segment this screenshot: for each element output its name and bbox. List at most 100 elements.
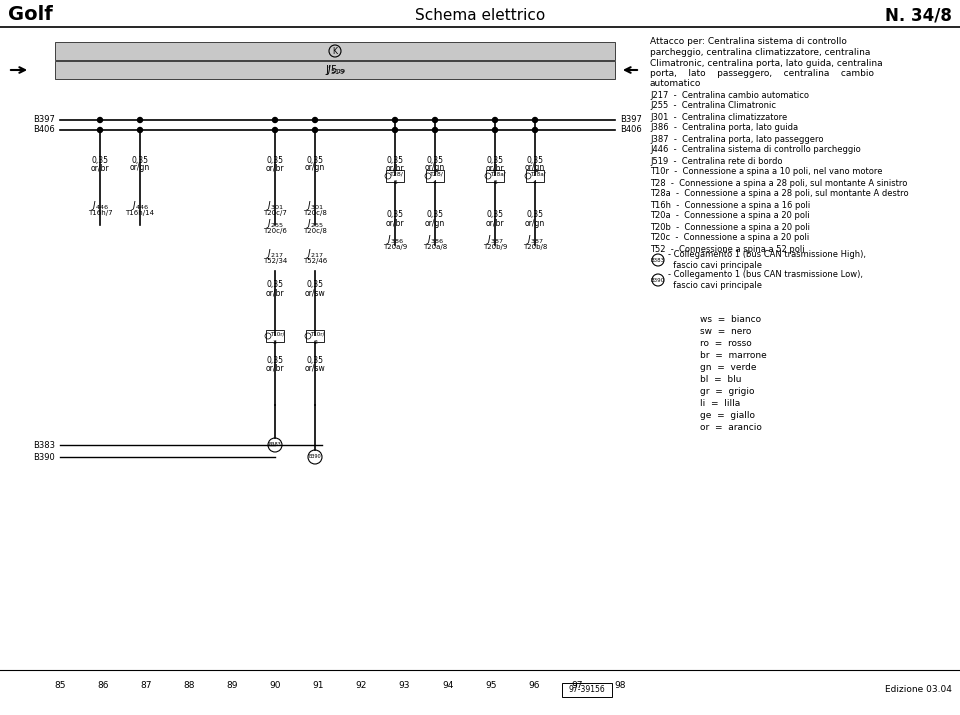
Text: Schema elettrico: Schema elettrico	[415, 7, 545, 22]
Text: 94: 94	[442, 681, 453, 689]
FancyBboxPatch shape	[55, 61, 615, 79]
Circle shape	[273, 127, 277, 132]
Text: 86: 86	[97, 681, 108, 689]
Text: 0,35: 0,35	[426, 210, 444, 220]
Circle shape	[137, 127, 142, 132]
Text: $J_{519}$: $J_{519}$	[325, 63, 345, 77]
Text: T20c/8: T20c/8	[303, 210, 327, 216]
Text: $J_{386}$: $J_{386}$	[386, 232, 404, 245]
Text: 0,35: 0,35	[487, 155, 503, 164]
Text: B390: B390	[309, 455, 322, 460]
Text: 0,35: 0,35	[526, 210, 543, 220]
Text: B397: B397	[620, 116, 642, 124]
Text: T20a/9: T20a/9	[383, 244, 407, 250]
Text: 85: 85	[55, 681, 65, 689]
FancyBboxPatch shape	[486, 170, 504, 182]
Text: 0,35: 0,35	[526, 155, 543, 164]
Text: T20c  -  Connessione a spina a 20 poli: T20c - Connessione a spina a 20 poli	[650, 234, 809, 242]
Text: T20a/8: T20a/8	[422, 244, 447, 250]
Text: or/br: or/br	[386, 219, 404, 227]
Text: Edizione 03.04: Edizione 03.04	[885, 686, 952, 694]
Circle shape	[393, 117, 397, 122]
Text: bl  =  blu: bl = blu	[700, 375, 741, 385]
Text: 0,35: 0,35	[387, 155, 403, 164]
FancyBboxPatch shape	[55, 42, 615, 60]
Text: J387  -  Centralina porta, lato passeggero: J387 - Centralina porta, lato passeggero	[650, 134, 824, 144]
Text: 97: 97	[571, 681, 583, 689]
Text: 96: 96	[528, 681, 540, 689]
Text: $J_{446}$: $J_{446}$	[132, 199, 149, 212]
Text: 0,35: 0,35	[267, 355, 283, 365]
Text: 0,35: 0,35	[426, 155, 444, 164]
Text: or/gn: or/gn	[425, 164, 445, 172]
Text: Golf: Golf	[8, 6, 53, 24]
Text: 0,35: 0,35	[306, 155, 324, 164]
Text: J217  -  Centralina cambio automatico: J217 - Centralina cambio automatico	[650, 91, 809, 99]
Text: or/gn: or/gn	[525, 164, 545, 172]
Text: T52/34: T52/34	[263, 258, 287, 264]
Text: T20c/7: T20c/7	[263, 210, 287, 216]
Text: 0,35: 0,35	[387, 210, 403, 220]
Text: T10r/: T10r/	[310, 332, 324, 337]
Circle shape	[492, 127, 497, 132]
Text: or/gn: or/gn	[305, 164, 325, 172]
FancyBboxPatch shape	[306, 330, 324, 342]
Text: 0,35: 0,35	[487, 210, 503, 220]
Text: $J_{255}$: $J_{255}$	[306, 217, 324, 230]
Circle shape	[313, 127, 318, 132]
Text: or/sw: or/sw	[304, 363, 325, 373]
Text: K: K	[332, 46, 338, 56]
Text: T28a  -  Connessione a spina a 28 poli, sul montante A destro: T28a - Connessione a spina a 28 poli, su…	[650, 189, 908, 199]
Text: B383: B383	[33, 440, 55, 450]
Text: T20c/8: T20c/8	[303, 228, 327, 234]
Text: 0,35: 0,35	[267, 155, 283, 164]
Text: 0,35: 0,35	[306, 280, 324, 290]
Text: $J_{446}$: $J_{446}$	[91, 199, 108, 212]
Text: 91: 91	[313, 681, 324, 689]
Text: $J_{301}$: $J_{301}$	[266, 199, 284, 212]
Text: B390: B390	[651, 277, 665, 282]
Text: T16h/14: T16h/14	[126, 210, 155, 216]
Text: - Collegamento 1 (bus CAN trasmissione Low),
  fascio cavi principale: - Collegamento 1 (bus CAN trasmissione L…	[668, 270, 863, 290]
Text: $J_{387}$: $J_{387}$	[526, 232, 543, 245]
Text: B406: B406	[34, 126, 55, 134]
Text: or/gn: or/gn	[130, 164, 150, 172]
Text: J301  -  Centralina climatizzatore: J301 - Centralina climatizzatore	[650, 112, 787, 122]
Text: 87: 87	[140, 681, 152, 689]
Text: ge  =  giallo: ge = giallo	[700, 412, 755, 420]
Text: T28a/: T28a/	[490, 172, 506, 177]
Text: Attacco per: Centralina sistema di controllo: Attacco per: Centralina sistema di contr…	[650, 37, 847, 46]
Circle shape	[533, 117, 538, 122]
Text: 0,35: 0,35	[267, 280, 283, 290]
Text: T28  -  Connessione a spina a 28 poli, sul montante A sinistro: T28 - Connessione a spina a 28 poli, sul…	[650, 179, 907, 187]
Text: B383: B383	[651, 257, 665, 262]
Text: 95: 95	[485, 681, 496, 689]
Text: J255  -  Centralina Climatronic: J255 - Centralina Climatronic	[650, 102, 776, 111]
Text: $J_{217}$: $J_{217}$	[266, 247, 284, 260]
Text: 0,35: 0,35	[132, 155, 149, 164]
Text: or/br: or/br	[486, 219, 504, 227]
Text: Climatronic, centralina porta, lato guida, centralina: Climatronic, centralina porta, lato guid…	[650, 59, 882, 67]
Circle shape	[393, 127, 397, 132]
FancyBboxPatch shape	[386, 170, 404, 182]
Text: T52/46: T52/46	[302, 258, 327, 264]
Text: gn  =  verde: gn = verde	[700, 363, 756, 373]
Text: ws  =  bianco: ws = bianco	[700, 315, 761, 325]
Text: J446  -  Centralina sistema di controllo parcheggio: J446 - Centralina sistema di controllo p…	[650, 145, 861, 154]
FancyBboxPatch shape	[562, 683, 612, 697]
Text: - Collegamento 1 (bus CAN trasmissione High),
  fascio cavi principale: - Collegamento 1 (bus CAN trasmissione H…	[668, 250, 866, 270]
Text: T16h  -  Connessione a spina a 16 poli: T16h - Connessione a spina a 16 poli	[650, 200, 810, 209]
Text: T28/: T28/	[390, 172, 404, 177]
Text: 3: 3	[273, 340, 277, 345]
Text: T20a  -  Connessione a spina a 20 poli: T20a - Connessione a spina a 20 poli	[650, 212, 809, 220]
Text: or/br: or/br	[266, 164, 284, 172]
Text: gr  =  grigio: gr = grigio	[700, 388, 755, 397]
Text: T10r/: T10r/	[270, 332, 284, 337]
Circle shape	[492, 117, 497, 122]
FancyBboxPatch shape	[426, 170, 444, 182]
Text: J‘5₁₉: J‘5₁₉	[325, 65, 345, 75]
Circle shape	[533, 127, 538, 132]
Text: or/gn: or/gn	[425, 219, 445, 227]
Text: li  =  lilla: li = lilla	[700, 400, 740, 408]
Text: T28a/: T28a/	[530, 172, 545, 177]
